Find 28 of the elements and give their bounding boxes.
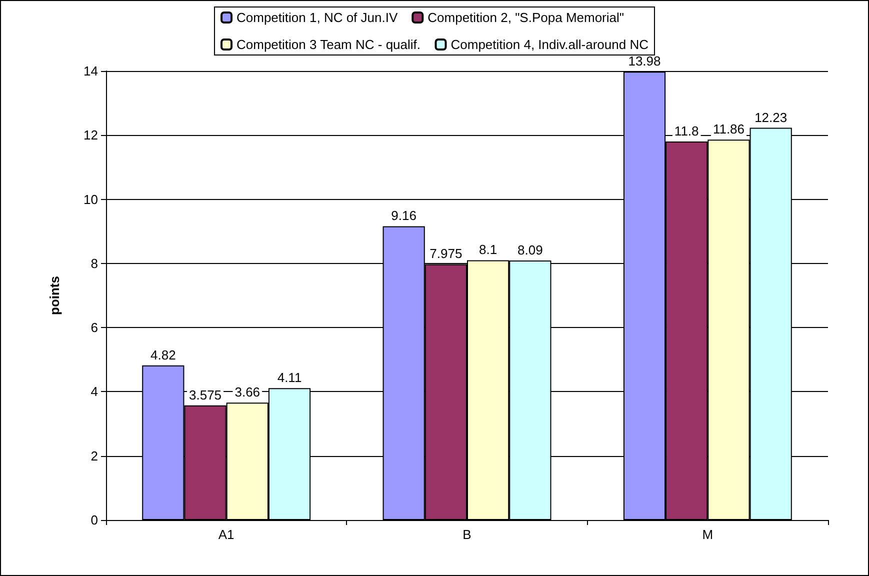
legend-label: Competition 3 Team NC - qualif. [236, 37, 421, 52]
legend-label: Competition 4, Indiv.all-around NC [450, 37, 648, 52]
y-tick-label: 14 [84, 64, 98, 78]
y-tick-label: 12 [84, 128, 98, 143]
legend-label: Competition 1, NC of Jun.IV [236, 10, 398, 25]
data-label: 4.82 [150, 347, 176, 362]
data-label: 9.16 [391, 208, 416, 224]
data-label: 8.1 [479, 242, 498, 258]
data-label: 3.66 [234, 384, 260, 400]
y-tick-label: 8 [90, 256, 98, 271]
y-tick-label: 6 [90, 320, 98, 336]
data-label: 7.975 [430, 246, 462, 262]
legend-label: Competition 2, "S.Popa Memorial" [428, 10, 624, 25]
x-tick-label: M [702, 527, 714, 542]
data-label: 12.23 [754, 110, 788, 125]
y-tick-label: 4 [90, 384, 98, 400]
data-label: 11.86 [712, 122, 745, 137]
y-tick-label: 2 [90, 448, 98, 464]
data-label: 13.98 [628, 54, 661, 69]
data-label: 4.11 [277, 370, 302, 386]
data-label: 8.09 [518, 242, 543, 258]
y-tick-label: 0 [90, 512, 98, 528]
y-tick-label: 10 [84, 192, 98, 207]
x-tick-label: B [462, 527, 472, 542]
data-label: 3.575 [189, 387, 222, 402]
x-tick-label: A1 [218, 527, 234, 542]
data-label: 11.8 [674, 124, 699, 139]
y-axis-title: points [47, 276, 62, 315]
